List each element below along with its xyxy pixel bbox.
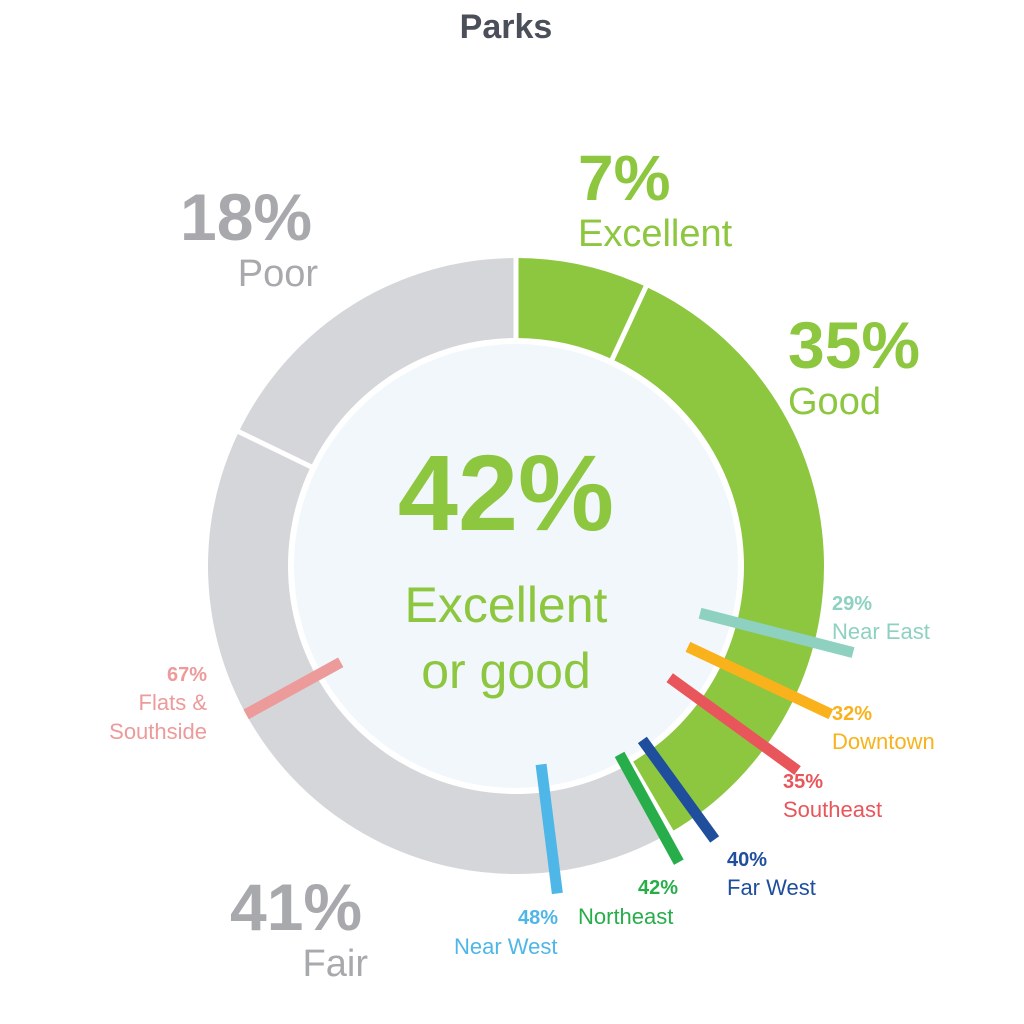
marker-label-downtown: Downtown bbox=[832, 729, 935, 754]
slice-label-poor: Poor bbox=[238, 253, 319, 295]
marker-line-flats-southside bbox=[243, 657, 344, 720]
marker-pct-southeast: 35% bbox=[783, 771, 823, 793]
slice-separator bbox=[626, 758, 676, 837]
marker-pct-downtown: 32% bbox=[832, 703, 872, 725]
slice-excellent bbox=[516, 258, 646, 360]
slice-label-fair: Fair bbox=[303, 943, 369, 985]
marker-pct-near-west: 48% bbox=[518, 907, 558, 929]
marker-pct-northeast: 42% bbox=[638, 877, 678, 899]
slice-label-excellent: Excellent bbox=[578, 213, 733, 255]
marker-line-downtown bbox=[685, 641, 834, 720]
marker-label-near-east: Near East bbox=[832, 619, 930, 644]
slice-pct-fair: 41% bbox=[230, 870, 362, 944]
marker-label-far-west: Far West bbox=[727, 875, 816, 900]
marker-line-near-west bbox=[535, 763, 563, 895]
slice-separator bbox=[608, 282, 650, 364]
marker-label-flats-southside-1: Southside bbox=[109, 719, 207, 744]
chart-title: Parks bbox=[460, 8, 553, 46]
center-label-line2: or good bbox=[421, 643, 591, 699]
marker-line-near-east bbox=[698, 607, 855, 658]
slice-separator bbox=[234, 427, 316, 471]
marker-label-near-west: Near West bbox=[454, 934, 558, 959]
center-label-line1: Excellent bbox=[405, 577, 608, 633]
slice-label-good: Good bbox=[788, 381, 881, 423]
marker-label-southeast: Southeast bbox=[783, 797, 882, 822]
slice-poor bbox=[238, 258, 516, 467]
marker-pct-far-west: 40% bbox=[727, 849, 767, 871]
marker-line-southeast bbox=[666, 673, 801, 775]
slice-fair bbox=[207, 431, 672, 875]
marker-label-northeast: Northeast bbox=[578, 904, 673, 929]
marker-pct-near-east: 29% bbox=[832, 593, 872, 615]
slice-pct-excellent: 7% bbox=[578, 142, 671, 214]
marker-line-far-west bbox=[637, 736, 720, 843]
slice-good bbox=[612, 286, 824, 832]
center-value: 42% bbox=[398, 432, 614, 553]
marker-line-northeast bbox=[614, 751, 684, 865]
marker-pct-flats-southside: 67% bbox=[167, 664, 207, 686]
slice-pct-good: 35% bbox=[788, 308, 920, 382]
marker-label-flats-southside: Flats & bbox=[139, 690, 208, 715]
center-circle bbox=[294, 344, 738, 788]
slice-pct-poor: 18% bbox=[180, 180, 312, 254]
